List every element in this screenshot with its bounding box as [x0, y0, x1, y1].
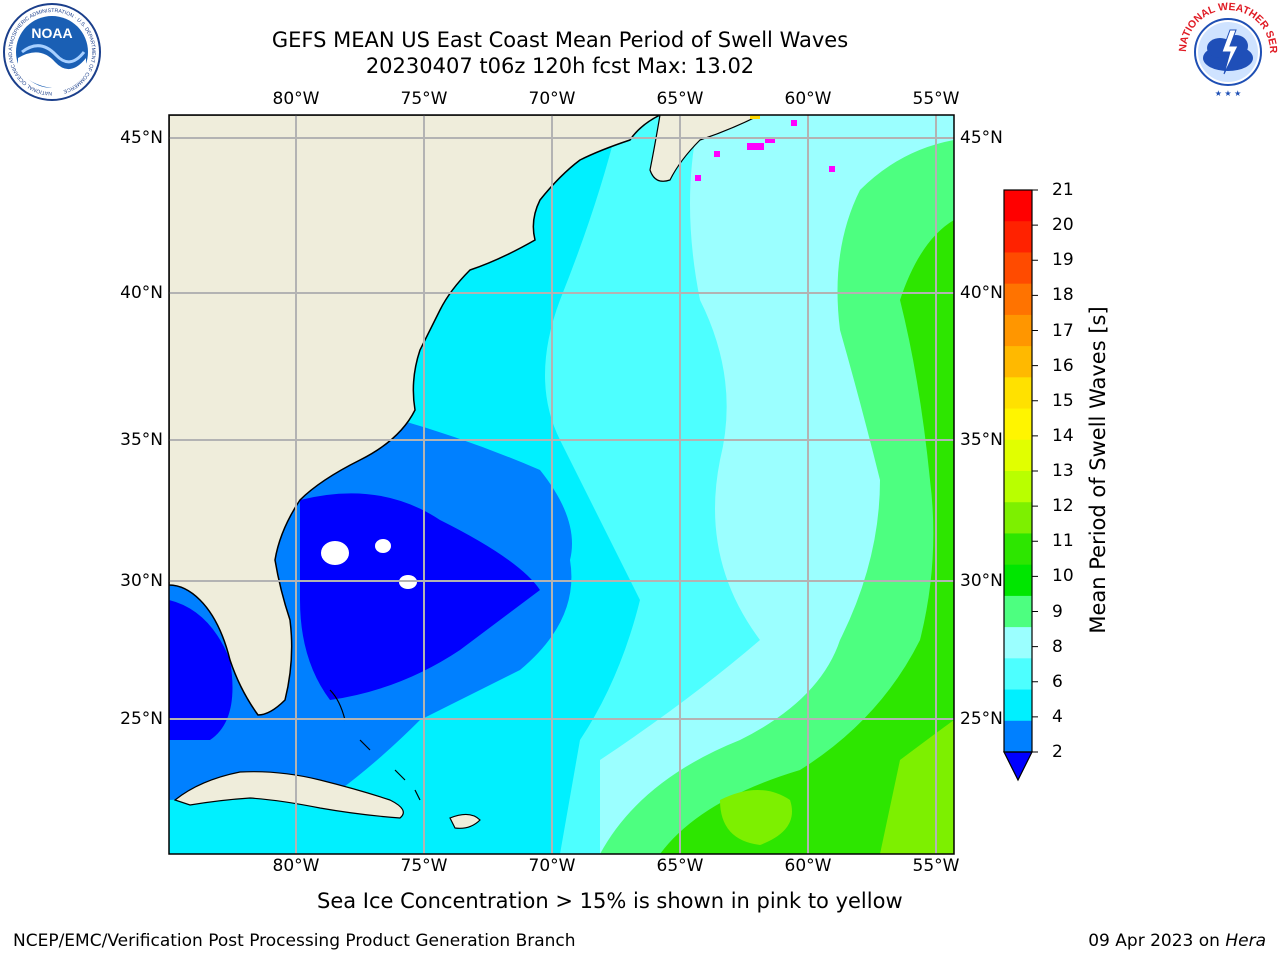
lon-label-bottom-80w: 80°W [272, 856, 320, 876]
cuba-land [173, 771, 404, 819]
colorbar-tick-label: 6 [1052, 671, 1063, 692]
swell-band-9-10 [600, 115, 954, 854]
colorbar-tick-label: 14 [1052, 425, 1074, 446]
footer-credit: NCEP/EMC/Verification Post Processing Pr… [13, 931, 576, 951]
lon-label-top-65w: 65°W [656, 89, 704, 109]
lat-label-left-45n: 45°N [120, 128, 163, 148]
colorbar-segment [1004, 190, 1032, 222]
colorbar-segment [1004, 314, 1032, 347]
colorbar-tick-label: 11 [1052, 531, 1074, 552]
footer-date: 09 Apr 2023 on Hera [1088, 931, 1266, 951]
colorbar-segment [1004, 471, 1032, 503]
lon-label-top-70w: 70°W [528, 89, 576, 109]
north-america-land [169, 115, 661, 716]
graticule [169, 115, 954, 854]
colorbar-segment [1004, 595, 1032, 628]
colorbar-tick-label: 8 [1052, 636, 1063, 657]
colorbar-segment [1004, 439, 1032, 472]
noaa-logo: NOAA NATIONAL OCEANIC AND ATMOSPHERIC AD… [3, 3, 101, 101]
colorbar-tick-label: 10 [1052, 566, 1074, 587]
lat-label-right-45n: 45°N [960, 128, 1003, 148]
colorbar-label: Mean Period of Swell Waves [s] [1086, 306, 1110, 634]
footer-date-text: 09 Apr 2023 on [1088, 931, 1220, 951]
colorbar-tick-label: 15 [1052, 390, 1074, 411]
colorbar-segment [1004, 346, 1032, 378]
lon-label-bottom-65w: 65°W [656, 856, 704, 876]
chart-title: GEFS MEAN US East Coast Mean Period of S… [271, 28, 849, 52]
lon-label-top-80w: 80°W [272, 89, 320, 109]
colorbar-segment [1004, 252, 1032, 285]
colorbar-tick-label: 13 [1052, 461, 1074, 481]
colorbar-segment [1004, 377, 1032, 410]
swell-band-below-2 [300, 493, 540, 700]
colorbar-tick-label: 16 [1052, 355, 1074, 376]
lon-label-bottom-60w: 60°W [784, 856, 832, 876]
lon-label-bottom-70w: 70°W [528, 856, 576, 876]
colorbar-segment [1004, 221, 1032, 253]
svg-text:★ ★ ★: ★ ★ ★ [1215, 89, 1242, 98]
lon-label-bottom-55w: 55°W [912, 856, 960, 876]
colorbar-tick-label: 2 [1052, 742, 1063, 762]
colorbar-segment [1004, 502, 1032, 534]
lat-label-right-35n: 35°N [960, 430, 1003, 450]
lon-label-top-75w: 75°W [400, 89, 448, 109]
footer-host: Hera [1225, 931, 1266, 951]
lon-label-top-55w: 55°W [912, 89, 960, 109]
sea-ice-note: Sea Ice Concentration > 15% is shown in … [317, 889, 903, 913]
colorbar-segment [1004, 658, 1032, 691]
colorbar-tick-label: 18 [1052, 285, 1074, 306]
lat-label-left-30n: 30°N [120, 571, 163, 591]
colorbar-segment [1004, 283, 1032, 316]
colorbar-tick-label: 17 [1052, 320, 1074, 341]
noaa-logo-text: NOAA [31, 25, 72, 41]
colorbar-tick-label: 12 [1052, 496, 1074, 517]
colorbar-segment [1004, 533, 1032, 566]
lat-label-right-30n: 30°N [960, 571, 1003, 591]
colorbar-frame [1003, 189, 1033, 753]
colorbar-tick-label: 19 [1052, 250, 1074, 271]
colorbar-extend-arrow [1003, 751, 1033, 782]
colorbar [1004, 189, 1038, 753]
colorbar-tick-label: 9 [1052, 601, 1063, 622]
chart-subtitle: 20230407 t06z 120h fcst Max: 13.02 [365, 54, 755, 78]
colorbar-segment [1004, 689, 1032, 722]
colorbar-segment [1004, 408, 1032, 441]
lon-label-top-60w: 60°W [784, 89, 832, 109]
lat-label-left-40n: 40°N [120, 283, 163, 303]
lon-label-bottom-75w: 75°W [400, 856, 448, 876]
colorbar-segment [1004, 627, 1032, 659]
map-frame [168, 114, 955, 855]
lat-label-right-25n: 25°N [960, 709, 1003, 729]
nws-logo: NATIONAL WEATHER SERVICE ★ ★ ★ [1172, 0, 1279, 99]
colorbar-tick-label: 21 [1052, 180, 1074, 200]
colorbar-tick-label: 4 [1052, 706, 1063, 727]
colorbar-segment [1004, 564, 1032, 597]
sea-ice-markers [695, 115, 835, 181]
lat-label-right-40n: 40°N [960, 283, 1003, 303]
lat-label-left-35n: 35°N [120, 430, 163, 450]
colorbar-segment [1004, 720, 1032, 753]
lat-label-left-25n: 25°N [120, 709, 163, 729]
colorbar-tick-label: 20 [1052, 215, 1074, 236]
